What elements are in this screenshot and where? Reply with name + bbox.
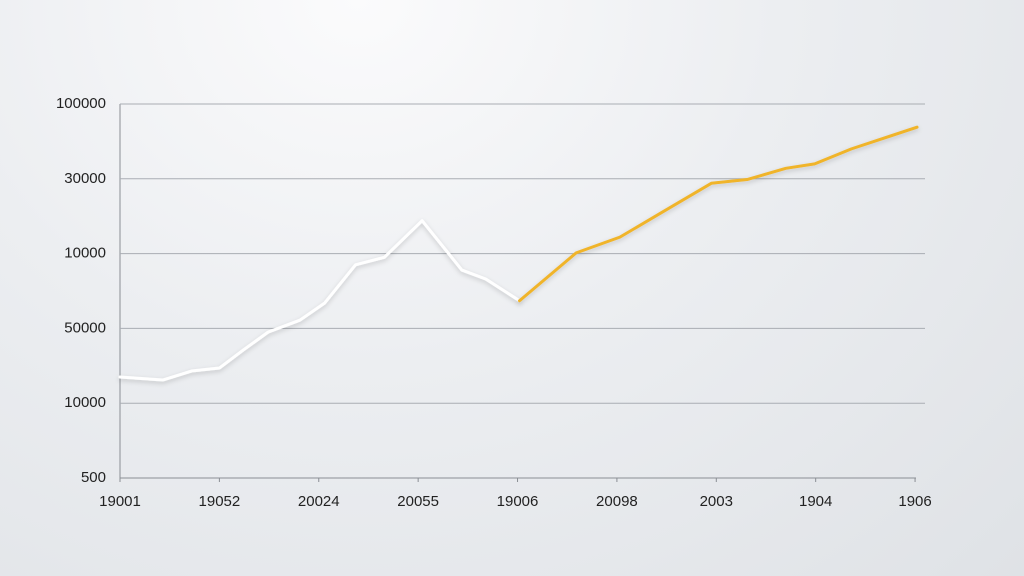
- line-series: [518, 125, 919, 303]
- x-tick-label: 1904: [799, 493, 832, 510]
- y-tick-label: 10000: [64, 394, 106, 411]
- y-tick-label: 10000: [64, 245, 106, 262]
- y-tick-label: 500: [81, 469, 106, 486]
- line-series: [118, 219, 522, 382]
- x-tick-label: 20098: [596, 493, 638, 510]
- x-tick-label: 19001: [99, 493, 141, 510]
- y-tick-label: 30000: [64, 170, 106, 187]
- x-tick-label: 2003: [700, 493, 733, 510]
- x-tick-label: 19052: [199, 493, 241, 510]
- x-tick-label: 1906: [898, 493, 931, 510]
- x-tick-label: 20024: [298, 493, 340, 510]
- x-tick-label: 20055: [397, 493, 439, 510]
- y-tick-label: 50000: [64, 319, 106, 336]
- x-tick-label: 19006: [497, 493, 539, 510]
- y-tick-label: 100000: [56, 95, 106, 112]
